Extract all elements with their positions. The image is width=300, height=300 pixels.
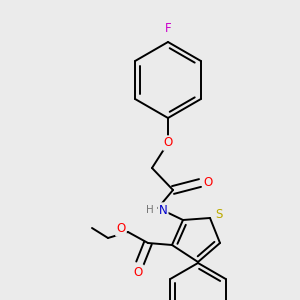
- Text: O: O: [116, 223, 126, 236]
- Text: F: F: [165, 22, 171, 35]
- Text: O: O: [203, 176, 213, 190]
- Text: S: S: [215, 208, 223, 221]
- Text: O: O: [164, 136, 172, 149]
- Text: N: N: [159, 203, 167, 217]
- Text: O: O: [134, 266, 142, 278]
- Text: H: H: [146, 205, 154, 215]
